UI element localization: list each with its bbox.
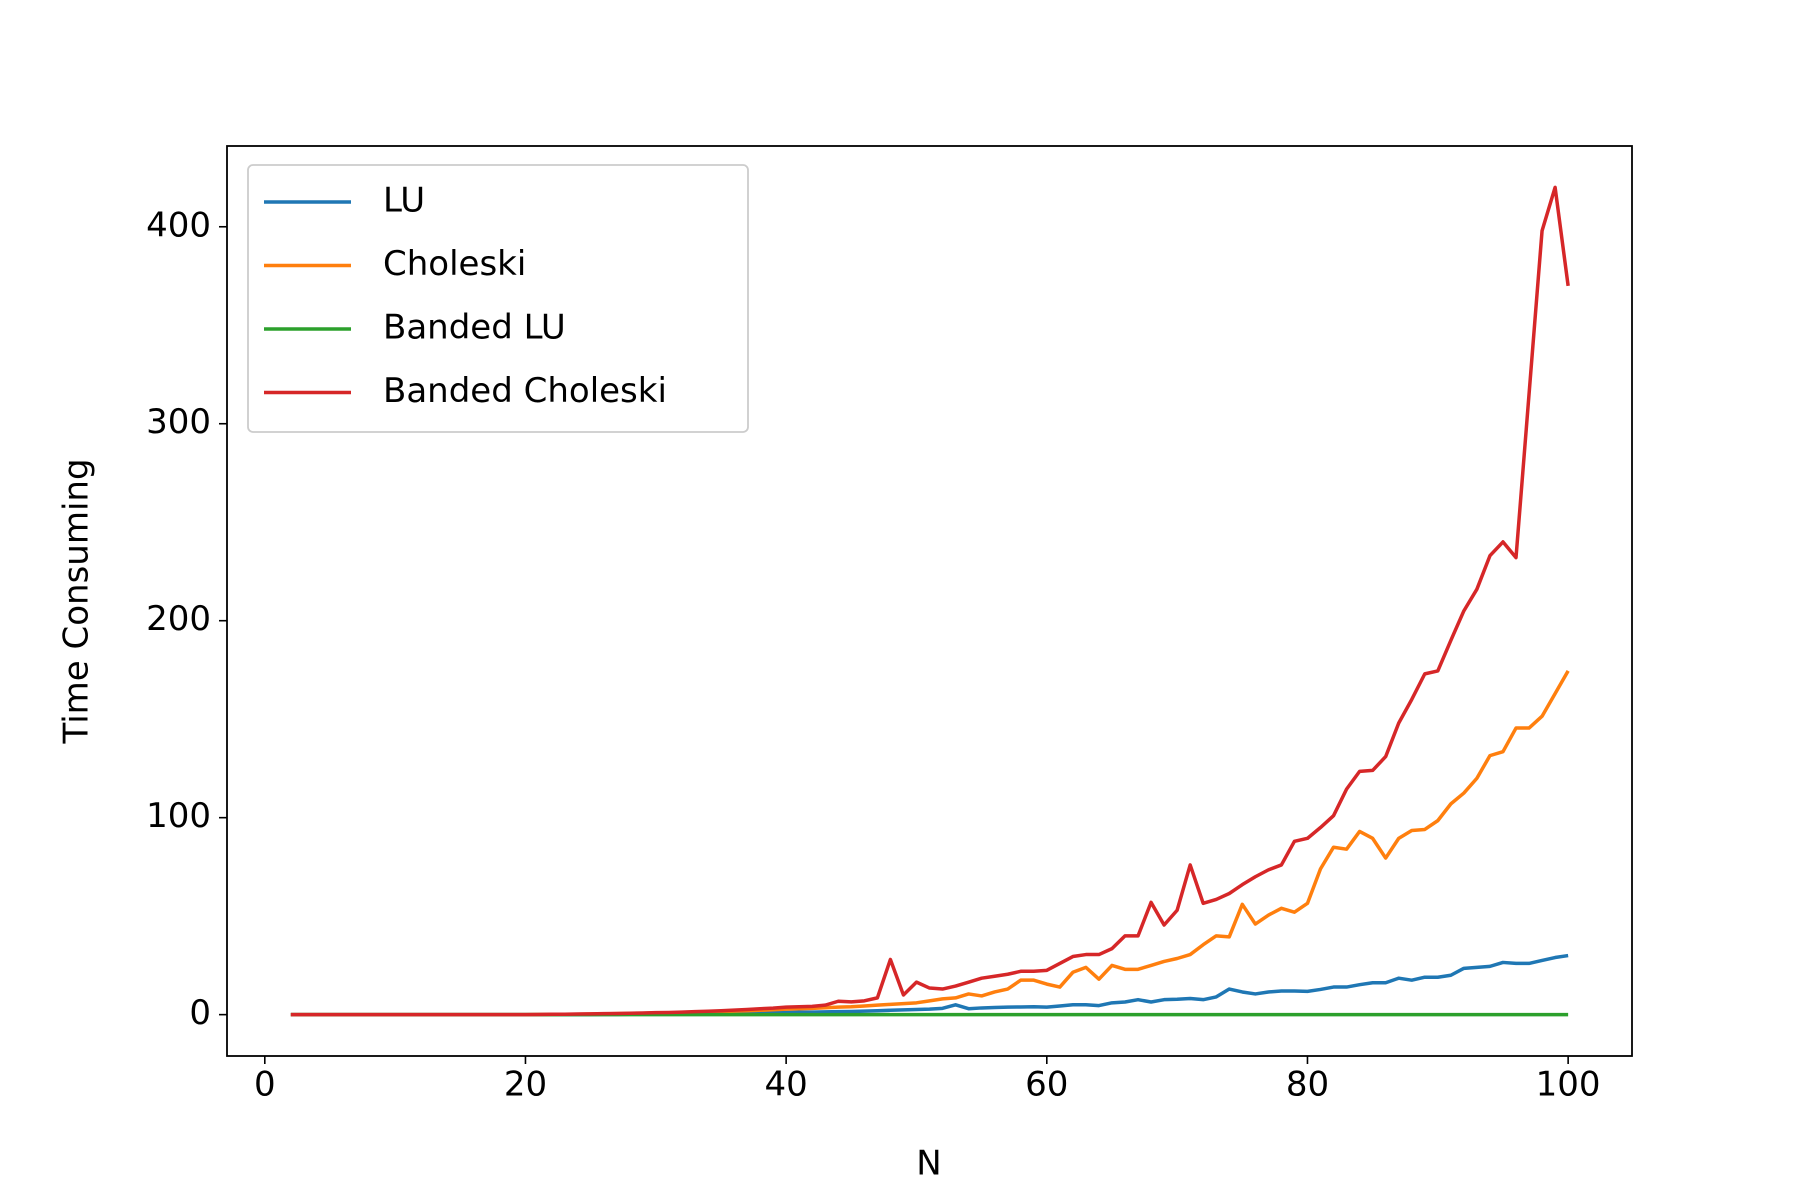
legend-label: Banded LU (383, 308, 566, 348)
legend-label: LU (383, 181, 425, 221)
x-tick-label: 100 (1536, 1065, 1601, 1105)
x-tick-label: 0 (254, 1065, 276, 1105)
series-line (290, 670, 1570, 1017)
series-line (290, 185, 1570, 1017)
y-tick-label: 0 (189, 993, 211, 1033)
y-tick-label: 400 (146, 205, 211, 245)
y-tick-label: 200 (146, 599, 211, 639)
x-tick-label: 80 (1286, 1065, 1329, 1105)
y-tick-label: 100 (146, 796, 211, 836)
x-tick-label: 20 (504, 1065, 547, 1105)
x-tick-label: 60 (1025, 1065, 1068, 1105)
plot-frame (226, 145, 1633, 1057)
y-axis-label: Time Consuming (57, 458, 97, 744)
x-axis-label: N (916, 1144, 941, 1184)
legend-label: Banded Choleski (383, 371, 667, 411)
legend-label: Choleski (383, 244, 526, 284)
legend-box (247, 164, 749, 433)
x-tick-label: 40 (764, 1065, 807, 1105)
series-line (290, 953, 1569, 1017)
y-tick-label: 300 (146, 402, 211, 442)
